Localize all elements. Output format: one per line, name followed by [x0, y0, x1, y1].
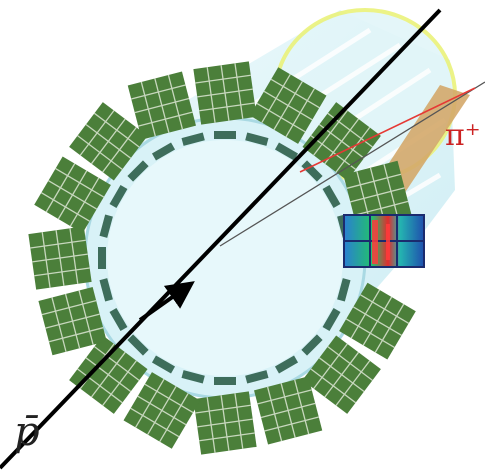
detector-hit-pattern-icon [343, 214, 425, 268]
photodetector-plate [127, 71, 196, 140]
bar-segment [245, 370, 269, 384]
bar-segment [98, 247, 106, 269]
photodetector-plate [123, 372, 201, 449]
antiproton-label: p̄ [14, 409, 40, 455]
bar-segment [151, 355, 176, 374]
bar-segment [274, 142, 299, 161]
photodetector-plate [302, 335, 381, 414]
photodetector-plate [34, 156, 111, 234]
bar-segment [337, 278, 351, 302]
bar-segment [127, 160, 149, 182]
photodetector-plate [343, 160, 412, 229]
bar-segment [301, 160, 323, 182]
photodetector-plate [28, 226, 92, 290]
bar-segment [109, 307, 128, 332]
bar-segment [274, 355, 299, 374]
beam-axis-line [219, 81, 485, 247]
bar-segment [99, 278, 113, 302]
bar-segment [245, 132, 269, 146]
bar-segment [99, 214, 113, 238]
pion-label: π⁺ [445, 118, 481, 153]
arrow-icon [138, 281, 195, 322]
bar-segment [301, 334, 323, 356]
photodetector-plate [69, 335, 148, 414]
photodetector-plate [339, 282, 416, 360]
photodetector-plates [28, 61, 416, 455]
photodetector-plate [38, 287, 107, 356]
bar-segment [151, 142, 176, 161]
antiproton-track [0, 8, 442, 470]
photodetector-plate [249, 67, 327, 144]
photodetector-plate [69, 102, 148, 181]
photodetector-plate [193, 61, 257, 125]
bar-segment [127, 334, 149, 356]
bar-segment [181, 132, 205, 146]
photodetector-plate [254, 376, 323, 445]
bar-segment [181, 370, 205, 384]
bar-segment [322, 307, 341, 332]
bar-segment [214, 131, 236, 139]
bar-segment [214, 377, 236, 385]
bar-segment [109, 184, 128, 209]
pion-track [299, 87, 476, 173]
photodetector-plate [193, 391, 257, 455]
bar-segment [322, 184, 341, 209]
